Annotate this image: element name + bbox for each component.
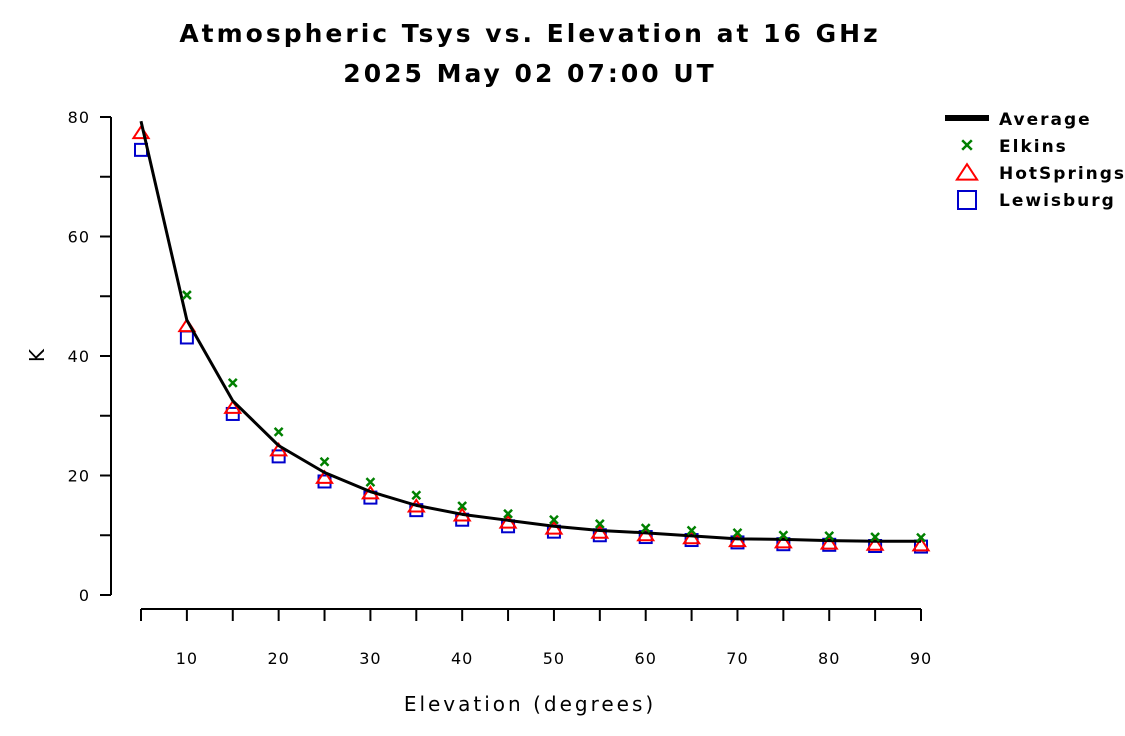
data-point-elkins-stroke (227, 378, 238, 388)
x-tick-label: 90 (910, 649, 932, 668)
x-tick-label: 50 (543, 649, 565, 668)
data-point-elkins-stroke (640, 523, 651, 533)
data-point-elkins (686, 525, 697, 536)
plot-area (131, 120, 931, 554)
data-point-elkins (411, 490, 422, 501)
data-point-hotsprings (819, 535, 839, 550)
data-point-elkins-stroke (686, 525, 697, 536)
data-point-hotsprings (773, 533, 793, 549)
data-point-elkins (503, 508, 513, 519)
legend-item-average: Average (945, 110, 1092, 130)
chart-title: Atmospheric Tsys vs. Elevation at 16 GHz (179, 19, 880, 48)
data-point-hotsprings (315, 469, 334, 484)
data-point-hotsprings (728, 532, 747, 548)
y-axis-label: K (25, 346, 49, 362)
x-axis-label: Elevation (degrees) (404, 692, 656, 716)
data-point-elkins (273, 426, 284, 437)
data-point-elkins (457, 501, 468, 511)
x-tick-label: 10 (176, 649, 198, 668)
legend-item-lewisburg: Lewisburg (957, 190, 1116, 211)
data-point-elkins-stroke (365, 477, 376, 487)
x-tick-label: 70 (726, 649, 748, 668)
series-line-average (139, 120, 921, 543)
legend-label-elkins: Elkins (999, 137, 1068, 157)
legend-label-lewisburg: Lewisburg (999, 191, 1116, 211)
data-point-elkins-stroke (457, 501, 468, 511)
y-tick-label: 80 (68, 108, 90, 127)
data-point-elkins-stroke (870, 532, 881, 542)
y-tick-label: 60 (68, 228, 90, 247)
legend-swatch-hotsprings (955, 162, 979, 181)
legend-label-average: Average (999, 110, 1092, 130)
y-tick-label: 0 (79, 586, 90, 605)
x-tick-label: 20 (267, 649, 289, 668)
legend-item-hotsprings: HotSprings (955, 162, 1125, 184)
data-point-hotsprings (131, 124, 151, 140)
data-point-elkins (916, 532, 926, 543)
legend-item-elkins: Elkins (961, 137, 1068, 157)
legend-label-hotsprings: HotSprings (999, 164, 1125, 184)
data-point-elkins (870, 532, 881, 542)
data-point-elkins-stroke (916, 532, 926, 543)
x-tick-label: 30 (359, 649, 381, 668)
data-point-elkins-stroke (732, 527, 743, 538)
data-point-elkins-stroke (594, 519, 605, 529)
data-point-elkins-stroke (824, 530, 835, 541)
data-point-elkins-stroke (319, 456, 330, 467)
data-point-elkins-stroke (503, 508, 513, 519)
data-point-elkins-stroke (273, 426, 284, 437)
data-point-elkins-stroke (411, 490, 422, 501)
data-point-elkins-stroke (181, 290, 192, 300)
data-point-elkins (227, 378, 238, 388)
data-point-elkins (549, 514, 559, 525)
data-point-elkins (732, 527, 743, 538)
legend-swatch-elkins (961, 139, 973, 151)
data-point-hotsprings (911, 536, 931, 552)
data-point-elkins (594, 519, 605, 529)
data-point-hotsprings (223, 399, 243, 414)
data-point-elkins (365, 477, 376, 487)
legend: Average Elkins HotSprings Lewisburg (945, 110, 1125, 211)
data-point-elkins (181, 290, 192, 300)
x-tick-label: 40 (451, 649, 473, 668)
data-point-lewisburg (225, 406, 240, 421)
data-point-lewisburg (271, 449, 286, 464)
x-tick-label: 60 (635, 649, 657, 668)
data-point-elkins-stroke (549, 514, 559, 525)
data-point-elkins-stroke (778, 530, 789, 541)
data-point-elkins (319, 456, 330, 467)
axes: 0 20 40 60 80 10 20 30 40 50 60 70 80 90 (68, 108, 932, 668)
legend-swatch-lewisburg (957, 190, 977, 210)
legend-swatch-elkins-stroke (961, 139, 973, 151)
x-tick-label: 80 (818, 649, 840, 668)
chart-subtitle: 2025 May 02 07:00 UT (343, 59, 716, 88)
data-point-hotsprings (865, 536, 885, 551)
y-tick-label: 20 (68, 467, 90, 486)
y-tick-label: 40 (68, 347, 90, 366)
data-point-elkins (824, 530, 835, 541)
data-point-elkins (640, 523, 651, 533)
data-point-lewisburg (179, 330, 194, 345)
data-point-elkins (778, 530, 789, 541)
